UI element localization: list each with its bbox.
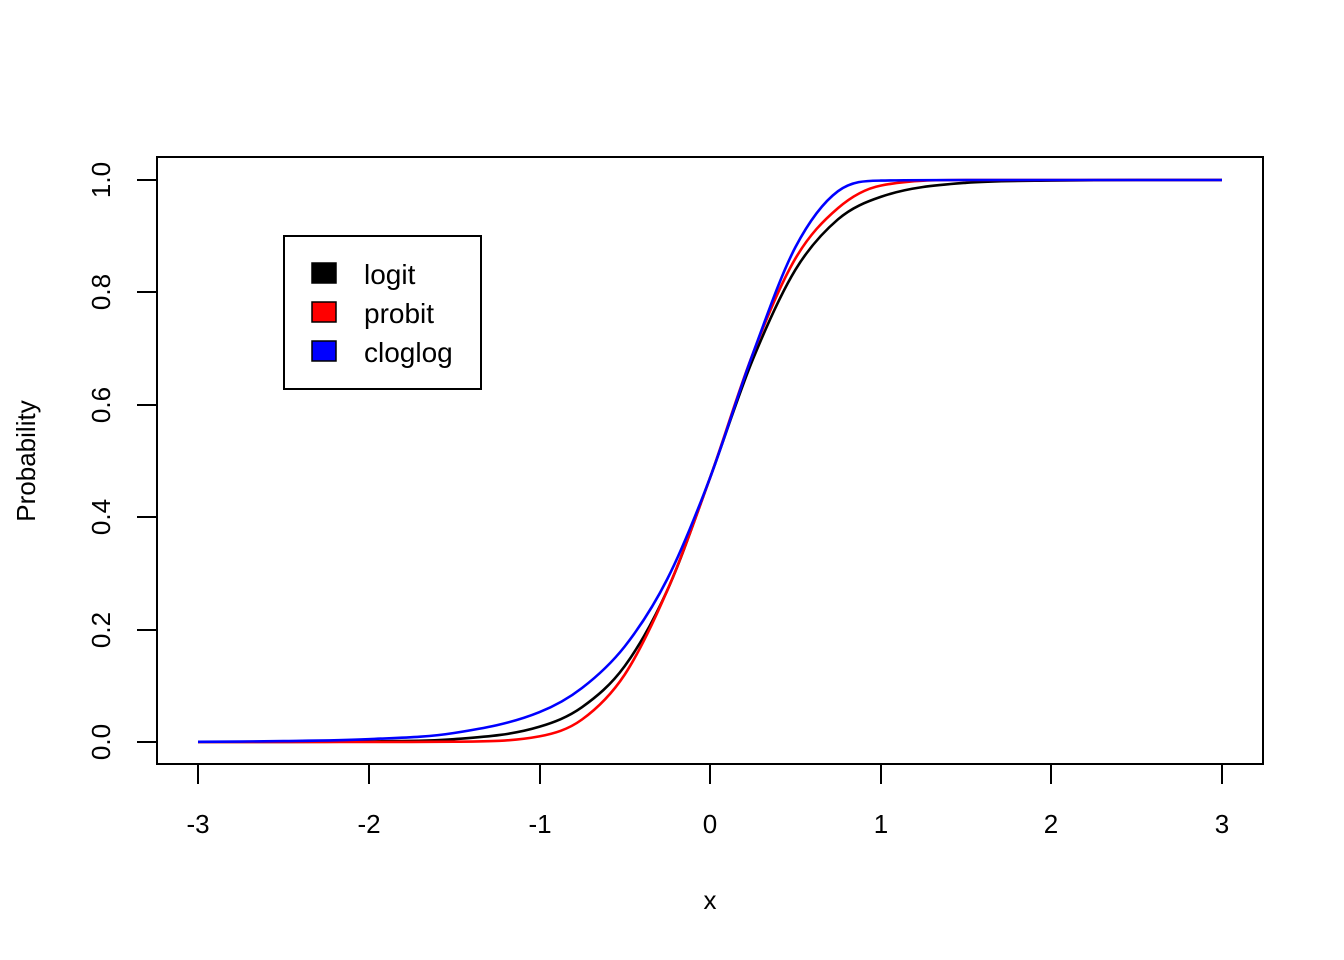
y-tick: 0.2 <box>86 612 157 648</box>
x-axis: -3 -2 -1 0 1 2 3 x <box>186 763 1229 915</box>
x-tick-label: -2 <box>357 809 380 839</box>
y-tick-label: 0.6 <box>86 387 116 423</box>
legend-label: probit <box>364 298 434 329</box>
y-tick-label: 0.2 <box>86 612 116 648</box>
x-tick-label: 2 <box>1044 809 1058 839</box>
x-tick: 1 <box>874 764 888 839</box>
x-tick: -2 <box>357 764 381 839</box>
y-tick-label: 1.0 <box>86 162 116 198</box>
y-tick-label: 0.4 <box>86 499 116 535</box>
y-tick-label: 0.0 <box>86 724 116 760</box>
y-tick: 0.0 <box>86 724 157 760</box>
x-tick: 3 <box>1215 764 1229 839</box>
legend-swatch-icon <box>311 262 337 284</box>
legend-item-cloglog: cloglog <box>311 337 453 368</box>
x-tick: -1 <box>528 764 552 839</box>
x-tick-label: -3 <box>186 809 209 839</box>
x-tick: -3 <box>186 764 210 839</box>
line-cloglog <box>197 178 1222 744</box>
legend-swatch-icon <box>311 301 337 323</box>
y-tick: 0.4 <box>86 499 157 535</box>
y-tick: 0.8 <box>86 274 157 310</box>
x-axis-title: x <box>704 885 717 915</box>
x-tick-label: 3 <box>1215 809 1229 839</box>
y-tick: 0.6 <box>86 387 157 423</box>
y-axis-title: Probability <box>11 400 41 521</box>
series-lines <box>197 178 1222 744</box>
y-tick-label: 0.8 <box>86 274 116 310</box>
y-axis: 0.0 0.2 0.4 0.6 0.8 1.0 Probability <box>11 162 158 760</box>
legend-item-probit: probit <box>311 298 434 329</box>
y-tick: 1.0 <box>86 162 157 198</box>
legend-label: logit <box>364 259 416 290</box>
legend: logit probit cloglog <box>283 235 482 390</box>
x-tick-label: 0 <box>703 809 717 839</box>
x-tick: 0 <box>703 764 717 839</box>
x-tick-label: 1 <box>874 809 888 839</box>
x-tick: 2 <box>1044 764 1058 839</box>
x-tick-label: -1 <box>528 809 551 839</box>
legend-swatch-icon <box>311 340 337 362</box>
legend-label: cloglog <box>364 337 453 368</box>
legend-item-logit: logit <box>311 259 416 290</box>
